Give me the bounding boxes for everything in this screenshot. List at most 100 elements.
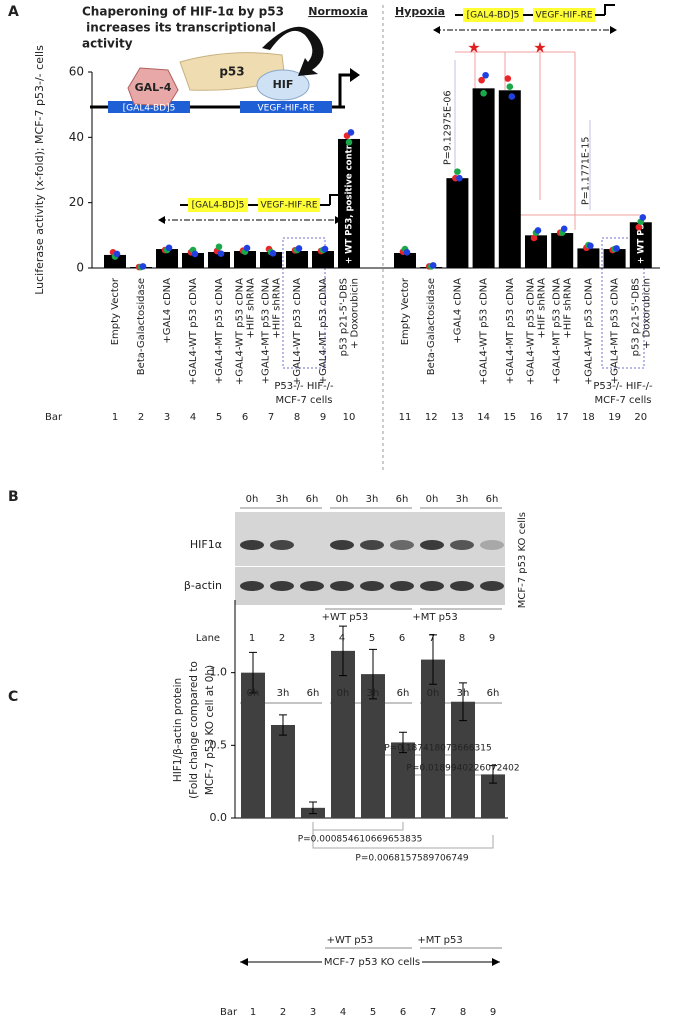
error-bar [489, 765, 497, 784]
x-tick-label: + Doxorubicin [641, 278, 652, 349]
replicate-dot [347, 129, 355, 136]
replicate-dot [613, 245, 620, 252]
band [450, 540, 474, 550]
p-value: P=0.187418073666315 [384, 744, 491, 754]
band [240, 581, 264, 591]
replicate-dot [165, 244, 173, 252]
row-label: β-actin [184, 579, 222, 592]
replicate-dot [295, 245, 303, 252]
time-label: 0h [246, 494, 259, 505]
bar [182, 252, 204, 268]
bar [241, 672, 265, 818]
error-bar [339, 625, 347, 677]
bar-number: 8 [294, 412, 300, 423]
x-tick-label: +HIF shRNA [537, 278, 548, 339]
bar-number: 3 [164, 412, 170, 423]
x-tick-label: +GAL4-WT p53 cDNA [235, 278, 246, 385]
replicate-dot [506, 83, 514, 90]
bar-number: 1 [250, 1007, 256, 1018]
panel-label: A [8, 4, 19, 20]
replicate-dot [113, 250, 121, 258]
error-bar [399, 731, 407, 754]
bar-number: 19 [608, 412, 621, 423]
p-value: P=0.000854610669653835 [298, 835, 423, 845]
band [450, 581, 474, 591]
time-label: 3h [366, 494, 379, 505]
bar-number: 2 [138, 412, 144, 423]
time-label: 0h [426, 494, 439, 505]
x-tick-label: +GAL4-WT p53 cDNA [479, 278, 490, 385]
x-tick-label: 0h [337, 688, 350, 699]
band [330, 581, 354, 591]
band [390, 581, 414, 591]
x-tick-label: 0h [427, 688, 440, 699]
x-tick-label: Empty Vector [110, 277, 121, 345]
lane-number: 2 [279, 633, 285, 644]
bar-number: 7 [430, 1007, 436, 1018]
element-box [188, 198, 248, 212]
y-axis-label: HIF1/β-actin protein [172, 678, 184, 782]
bar-number: 13 [451, 412, 464, 423]
bar-number: 7 [268, 412, 274, 423]
lane-number: 5 [369, 633, 375, 644]
bar [156, 249, 178, 268]
replicate-dot [480, 89, 487, 97]
significance-bracket [454, 60, 591, 210]
time-label: 3h [276, 494, 289, 505]
x-tick-label: +GAL4-WT p53 cDNA [526, 278, 537, 385]
panel-label: C [8, 689, 18, 705]
x-tick-label: 3h [367, 688, 380, 699]
element-box [533, 8, 595, 22]
cell-line: MCF-7 p53 KO cells [517, 512, 528, 608]
bar-number: 16 [530, 412, 543, 423]
group-label: P53-/- HIF-/- [593, 381, 653, 392]
replicate-dot [587, 242, 594, 250]
bar-number: 4 [340, 1007, 346, 1018]
lane-number: 6 [399, 633, 405, 644]
band [420, 540, 444, 550]
bar-axis-label: Bar [220, 1007, 238, 1018]
x-tick-label: 3h [457, 688, 470, 699]
promoter-arrow [604, 4, 615, 15]
replicate-dot [215, 243, 223, 251]
p-value: P=1.1771E-15 [581, 137, 592, 205]
bar-number: 18 [582, 412, 595, 423]
y-axis-label: Luciferase activity (x-fold); MCF-7 p53-… [33, 45, 46, 295]
y-tick-label: 0.5 [210, 738, 228, 751]
element-label: VEGF-HIF-RE [260, 201, 317, 211]
bar [260, 251, 282, 268]
bar-number: 12 [425, 412, 438, 423]
replicate-dot [403, 249, 411, 256]
time-label: 6h [396, 494, 409, 505]
panel-label: B [8, 489, 19, 505]
element-label: VEGF-HIF-RE [535, 11, 592, 21]
replicate-dot [345, 138, 353, 146]
cell-line: MCF-7 p53 KO cells [324, 957, 420, 968]
condition: Hypoxia [395, 5, 445, 18]
element-box [240, 101, 332, 113]
y-tick-label: 40 [69, 130, 84, 144]
time-label: 3h [456, 494, 469, 505]
replicate-dot [530, 234, 538, 242]
bar-number: 5 [370, 1007, 376, 1018]
band [390, 540, 414, 550]
condition: Normoxia [308, 5, 368, 18]
replicate-dot [508, 93, 516, 100]
bar-axis-label: Bar [45, 412, 63, 423]
x-tick-label: +GAL4-WT p53 cDNA [292, 278, 303, 385]
lane-number: 9 [489, 633, 495, 644]
replicate-dot [504, 75, 512, 82]
hif-shape [256, 69, 310, 101]
replicate-dot [269, 250, 277, 257]
bar-number: 1 [112, 412, 118, 423]
bar-label: + WT P53 [636, 218, 646, 264]
x-tick-label: Beta-Galactosidase [426, 278, 437, 375]
bar [391, 742, 415, 818]
replicate-dot [321, 245, 329, 253]
x-tick-label: +GAL4-MT p53 cDNA [214, 278, 225, 384]
significance-bracket [455, 51, 640, 230]
error-bar [309, 801, 317, 815]
x-tick-label: 0h [247, 688, 260, 699]
replicate-dot [482, 71, 489, 79]
